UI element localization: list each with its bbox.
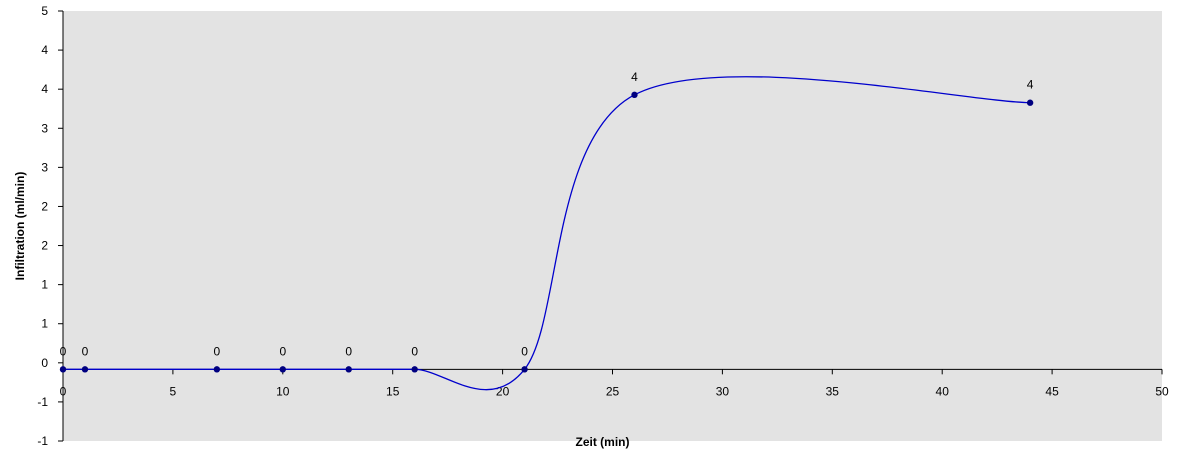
x-tick-label: 50 <box>1155 384 1169 398</box>
y-tick-label: 0 <box>41 356 48 370</box>
y-tick-label: 3 <box>41 121 48 135</box>
data-label: 0 <box>279 344 286 358</box>
x-axis-title: Zeit (min) <box>576 435 630 449</box>
data-point <box>411 366 418 373</box>
y-tick-label: 2 <box>41 199 48 213</box>
data-label: 0 <box>60 344 67 358</box>
y-axis-title: Infiltration (ml/min) <box>13 172 27 281</box>
x-tick-label: 45 <box>1045 384 1059 398</box>
plot-area <box>63 11 1162 441</box>
data-point <box>279 366 286 373</box>
y-tick-label: 2 <box>41 239 48 253</box>
data-point <box>631 91 638 99</box>
x-tick-label: 0 <box>60 384 67 398</box>
y-tick-label: 3 <box>41 160 48 174</box>
data-point <box>81 366 89 373</box>
x-tick-label: 5 <box>170 384 177 398</box>
x-tick-label: 10 <box>276 384 290 398</box>
data-label: 0 <box>521 344 528 358</box>
y-tick-label: -1 <box>37 395 48 409</box>
x-tick-label: 35 <box>826 384 840 398</box>
x-tick-label: 30 <box>716 384 730 398</box>
data-label: 4 <box>631 70 638 84</box>
data-point <box>1026 99 1034 106</box>
data-point <box>213 366 221 373</box>
data-point <box>521 366 528 373</box>
data-point <box>345 366 352 373</box>
y-tick-label: 4 <box>41 43 48 57</box>
data-label: 4 <box>1027 78 1034 92</box>
y-tick-label: 1 <box>41 278 48 292</box>
x-tick-label: 25 <box>606 384 620 398</box>
y-tick-label: 1 <box>41 317 48 331</box>
x-tick-label: 15 <box>386 384 400 398</box>
y-tick-label: 4 <box>41 82 48 96</box>
data-label: 0 <box>411 344 418 358</box>
data-label: 0 <box>214 344 221 358</box>
data-label: 0 <box>345 344 352 358</box>
data-label: 0 <box>82 344 89 358</box>
data-point <box>59 366 67 373</box>
y-tick-label: 5 <box>41 4 48 18</box>
y-tick-label: -1 <box>37 434 48 448</box>
x-tick-label: 40 <box>936 384 950 398</box>
